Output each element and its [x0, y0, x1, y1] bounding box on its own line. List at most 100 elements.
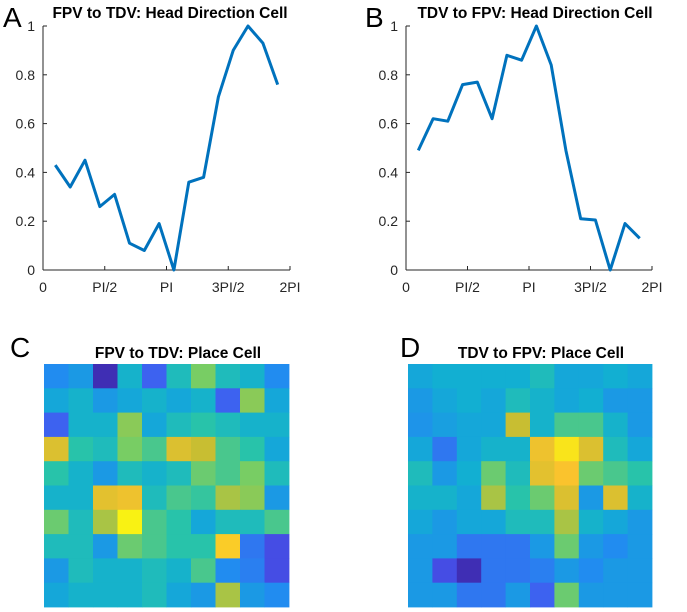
chart-c-cell [264, 485, 290, 511]
chart-c-cell [240, 388, 265, 413]
chart-c-cell [191, 558, 216, 584]
chart-d-cell [578, 436, 604, 462]
chart-b-y-tick-label: 1 [390, 18, 398, 34]
chart-c-cell [117, 388, 143, 413]
chart-b-y-tick-label: 0.4 [379, 164, 399, 180]
chart-a-y-tick-label: 0.8 [16, 67, 36, 83]
chart-a-x-tick-label: PI/2 [92, 279, 117, 295]
chart-c-cell [215, 509, 241, 535]
chart-c-cell [44, 412, 69, 438]
chart-d-cell [505, 509, 531, 535]
chart-c-cell [68, 509, 94, 535]
chart-c-cell [264, 412, 290, 438]
chart-b: 0 PI/2 PI 3PI/2 2PI 0 0.2 0.4 0.6 0.8 1 [379, 18, 663, 295]
chart-c-cell [142, 558, 167, 584]
chart-c-cell [68, 534, 94, 559]
chart-d-cell [456, 364, 482, 389]
chart-d-cell [505, 582, 531, 608]
chart-d-cell [432, 461, 458, 486]
panel-label-b: B [365, 2, 384, 33]
chart-c-cell [191, 412, 216, 438]
chart-b-x-tick-label: 2PI [641, 279, 662, 295]
chart-d-cell [603, 412, 628, 438]
chart-c-cell [240, 485, 265, 511]
chart-d [408, 364, 653, 608]
chart-c-cell [191, 485, 216, 511]
chart-d-cell [554, 558, 580, 584]
chart-c-cell [215, 412, 241, 438]
chart-d-cell [554, 582, 580, 608]
chart-c-cell [215, 388, 241, 413]
chart-c-cell [215, 534, 241, 559]
chart-d-cell [603, 485, 628, 511]
chart-c-cell [142, 436, 167, 462]
chart-c-cell [44, 485, 69, 511]
chart-c-cell [68, 436, 94, 462]
chart-c-cell [215, 485, 241, 511]
chart-c-cell [191, 509, 216, 535]
chart-d-cell [432, 436, 458, 462]
chart-c-cell [68, 364, 94, 389]
chart-b-x-tick-label: PI [522, 279, 535, 295]
chart-c-cell [44, 558, 69, 584]
chart-c-cell [68, 485, 94, 511]
chart-c-cell [166, 582, 192, 608]
chart-c-cell [166, 485, 192, 511]
chart-d-cell [530, 558, 555, 584]
chart-c-cell [191, 582, 216, 608]
chart-c-cell [142, 364, 167, 389]
chart-c-title: FPV to TDV: Place Cell [95, 345, 261, 362]
chart-d-cell [432, 534, 458, 559]
chart-d-cell [456, 509, 482, 535]
chart-d-cell [627, 412, 653, 438]
chart-d-cell [481, 364, 506, 389]
chart-d-cell [603, 582, 628, 608]
chart-c-cell [240, 412, 265, 438]
chart-d-cell [408, 509, 433, 535]
chart-d-cell [481, 582, 506, 608]
chart-d-cell [408, 558, 433, 584]
chart-c-cell [240, 534, 265, 559]
chart-d-cell [578, 461, 604, 486]
chart-d-cell [432, 412, 458, 438]
chart-d-cell [408, 388, 433, 413]
chart-d-cell [627, 364, 653, 389]
chart-d-cell [530, 364, 555, 389]
chart-d-cell [627, 534, 653, 559]
chart-d-cell [432, 509, 458, 535]
panel-label-c: C [10, 332, 30, 363]
chart-d-cell [432, 364, 458, 389]
chart-a-y-tick-label: 0.2 [16, 213, 36, 229]
chart-d-cell [456, 436, 482, 462]
chart-c-cell [68, 582, 94, 608]
chart-c-cell [191, 436, 216, 462]
chart-d-cell [481, 534, 506, 559]
chart-d-cell [530, 509, 555, 535]
chart-d-cell [578, 558, 604, 584]
chart-a-title: FPV to TDV: Head Direction Cell [52, 5, 287, 22]
panel-label-d: D [400, 332, 420, 363]
chart-c-cell [68, 558, 94, 584]
chart-c-cell [93, 509, 118, 535]
chart-d-cell [505, 558, 531, 584]
chart-d-cell [603, 461, 628, 486]
chart-c-cell [191, 388, 216, 413]
chart-c-cell [240, 558, 265, 584]
chart-d-cell [578, 509, 604, 535]
chart-c-cell [44, 534, 69, 559]
chart-d-cell [481, 485, 506, 511]
chart-c-cell [166, 509, 192, 535]
chart-b-x-tick-label: PI/2 [455, 279, 480, 295]
chart-c-cell [117, 558, 143, 584]
chart-d-cell [408, 534, 433, 559]
chart-c-cell [93, 388, 118, 413]
chart-c-cell [166, 461, 192, 486]
chart-c-cell [142, 485, 167, 511]
chart-a-y-tick-label: 0.6 [16, 116, 36, 132]
chart-a-x-tick-label: 3PI/2 [212, 279, 245, 295]
chart-d-cell [603, 364, 628, 389]
chart-d-cell [554, 412, 580, 438]
chart-a-x-tick-label: 2PI [279, 279, 300, 295]
chart-d-cell [530, 534, 555, 559]
